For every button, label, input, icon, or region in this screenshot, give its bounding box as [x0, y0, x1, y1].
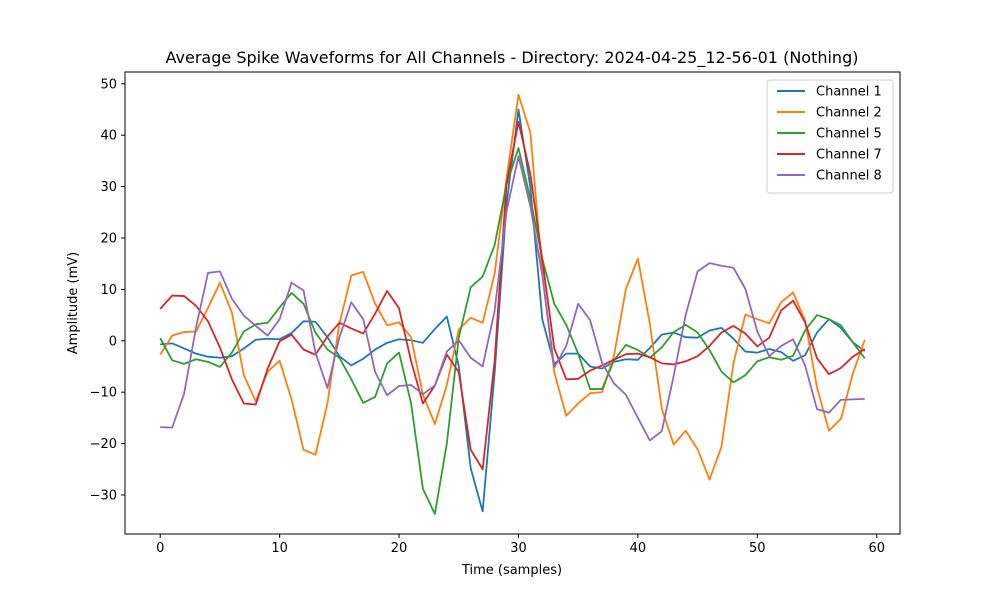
- legend-entry: Channel 5: [816, 127, 882, 142]
- series-line-channel-8: [160, 155, 865, 442]
- y-tick-label: −20: [90, 437, 117, 452]
- legend: Channel 1 Channel 2 Channel 5 Channel 7 Chan…: [766, 79, 894, 194]
- x-tick-label: 60: [868, 541, 885, 556]
- y-axis: −30 −20 −10 0 10 20 30 40 50: [90, 77, 125, 503]
- y-tick-label: −10: [90, 386, 117, 401]
- legend-entry: Channel 2: [816, 106, 882, 121]
- y-tick-label: 10: [100, 283, 117, 298]
- axes-frame: [124, 71, 901, 535]
- x-tick-label: 40: [630, 541, 647, 556]
- series-line-channel-7: [159, 120, 866, 471]
- x-tick-label: 0: [156, 541, 164, 556]
- y-tick-label: 30: [100, 180, 117, 195]
- y-axis-label: Amplitude (mV): [66, 252, 81, 354]
- series-line-channel-5: [159, 147, 866, 515]
- x-tick-label: 10: [271, 541, 288, 556]
- x-axis: 0 10 20 30 40 50 60: [156, 534, 885, 556]
- plot-area: [159, 93, 866, 515]
- y-tick-label: 50: [100, 77, 117, 92]
- legend-box: [766, 79, 894, 194]
- series-line-channel-1: [160, 108, 866, 513]
- y-tick-label: 40: [100, 129, 117, 144]
- y-tick-label: 0: [109, 334, 117, 349]
- x-tick-label: 50: [749, 541, 766, 556]
- x-tick-label: 20: [391, 541, 408, 556]
- x-axis-label: Time (samples): [461, 563, 562, 578]
- y-tick-label: −30: [90, 488, 117, 503]
- legend-entry: Channel 8: [816, 169, 882, 184]
- y-tick-label: 20: [100, 231, 117, 246]
- legend-entry: Channel 1: [816, 85, 882, 100]
- legend-entry: Channel 7: [816, 148, 882, 163]
- series-line-channel-2: [159, 93, 866, 481]
- x-tick-label: 30: [510, 541, 527, 556]
- chart-title: Average Spike Waveforms for All Channels…: [166, 48, 859, 68]
